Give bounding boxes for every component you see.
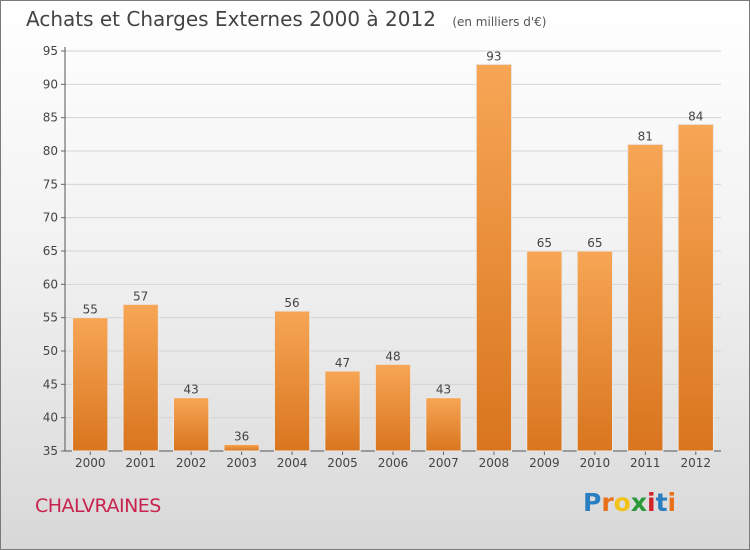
logo-letter: t [655,488,668,517]
y-tick-label: 95 [43,44,58,58]
x-tick-label: 2006 [378,456,409,470]
y-tick-label: 40 [43,411,58,425]
y-tick-label: 70 [43,211,58,225]
y-tick-label: 75 [43,177,58,191]
bar [677,123,714,452]
bar [627,143,664,452]
y-tick-label: 85 [43,111,58,125]
bar-value-label: 65 [537,236,552,250]
axes: 35 40 45 50 55 60 65 70 75 80 85 90 95 2000 2001 2002 20… [43,44,721,470]
chart-unit-label: (en milliers d'€) [452,15,547,29]
bar [223,443,260,452]
bar-value-label: 47 [335,356,350,370]
bar [425,397,462,452]
logo-letter: i [647,488,656,517]
x-tick-label: 2008 [479,456,510,470]
x-tick-label: 2007 [428,456,459,470]
x-tick-label: 2009 [529,456,560,470]
bar-value-label: 43 [184,383,199,397]
bar [374,363,412,452]
logo-letter: i [667,488,677,517]
x-tick-label: 2011 [630,456,661,470]
logo-letter: r [601,488,614,517]
bar-value-label: 36 [234,429,249,443]
bar-value-label: 55 [83,303,98,317]
x-tick-label: 2005 [327,456,358,470]
bar-value-label: 84 [688,109,703,123]
chart-title-main: Achats et Charges Externes 2000 à 2012 [26,7,436,31]
bar-value-label: 48 [385,349,400,363]
data-labels: 55 57 43 36 56 47 48 43 93 65 65 81 84 [83,49,704,443]
x-tick-label: 2010 [580,456,611,470]
bar [526,250,563,452]
x-tick-label: 2003 [226,456,257,470]
bar-value-label: 57 [133,289,148,303]
x-tick-label: 2004 [277,456,308,470]
bar-value-label: 93 [486,49,501,63]
y-tick-label: 65 [43,244,58,258]
y-tick-label: 35 [43,444,58,458]
bar-value-label: 43 [436,383,451,397]
bar [576,250,614,452]
y-tick-label: 50 [43,344,58,358]
bar [324,370,361,452]
bar [273,310,311,452]
chart-title: Achats et Charges Externes 2000 à 2012 (… [26,7,546,31]
y-tick-label: 80 [43,144,58,158]
x-tick-label: 2001 [125,456,156,470]
logo-letter: o [613,488,631,517]
bar-value-label: 81 [638,129,653,143]
logo-letter: x [630,488,647,517]
x-tick-label: 2002 [176,456,207,470]
bar [475,63,513,452]
y-tick-label: 45 [43,377,58,391]
logo-letter: P [583,488,602,517]
y-tick-label: 55 [43,311,58,325]
x-tick-label: 2012 [680,456,711,470]
commune-name: CHALVRAINES [35,495,161,517]
bar [122,303,159,452]
bar [72,317,109,452]
y-tick-label: 60 [43,277,58,291]
bar [172,397,210,452]
y-tick-label: 90 [43,77,58,91]
x-tick-label: 2000 [75,456,106,470]
bars [72,63,714,452]
bar-value-label: 65 [587,236,602,250]
proxiti-logo: Proxiti [583,488,676,517]
bar-value-label: 56 [284,296,299,310]
